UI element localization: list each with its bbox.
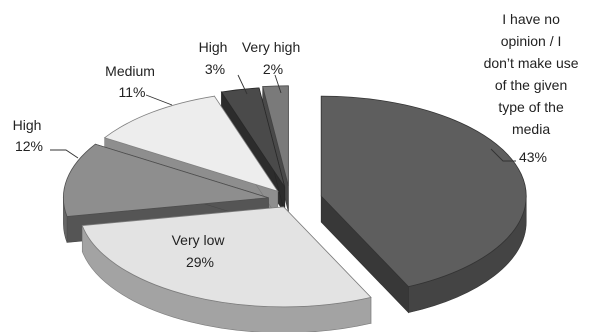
slice-top-face: [262, 85, 289, 186]
value-no-opinion: 43%: [519, 149, 547, 165]
label-no-opinion-line-3: don’t make use: [484, 55, 579, 71]
slice-top-face: [81, 206, 372, 308]
label-no-opinion-line-2: opinion / I: [501, 33, 562, 49]
slice-top-face: [103, 95, 279, 193]
leader-line-medium: [145, 94, 173, 106]
leader-line-no-opinion: [490, 148, 516, 162]
label-no-opinion-line-6: media: [512, 121, 550, 137]
slice-top-face: [63, 143, 269, 217]
slice-top-face: [320, 95, 527, 288]
leader-lines: [50, 74, 516, 162]
label-no-opinion-line-4: of the given: [495, 77, 567, 93]
value-very-high: 2%: [263, 61, 283, 77]
label-high-12: High 12%: [13, 117, 46, 154]
slice-top-face: [220, 87, 286, 188]
label-high-3: High 3%: [199, 39, 232, 77]
label-medium: Medium 11%: [105, 63, 159, 100]
label-no-opinion-line-1: I have no: [502, 11, 560, 27]
pie-slice-very-low: [81, 206, 372, 332]
label-high-3-name: High: [199, 39, 228, 55]
value-medium: 11%: [119, 84, 146, 100]
label-high-12-name: High: [13, 117, 42, 133]
value-high-3: 3%: [205, 61, 225, 77]
leader-line-high-3: [237, 74, 248, 95]
value-high-12: 12%: [15, 138, 43, 154]
value-very-low: 29%: [186, 254, 214, 270]
label-very-low-name: Very low: [172, 232, 226, 248]
leader-line-high-12: [50, 149, 79, 159]
label-no-opinion: I have no opinion / I don’t make use of …: [484, 11, 583, 165]
slice-labels: I have no opinion / I don’t make use of …: [13, 11, 583, 270]
label-medium-name: Medium: [105, 63, 155, 79]
label-very-low: Very low 29%: [172, 232, 229, 270]
pie-slice-no-opinion: [320, 95, 527, 314]
label-very-high-name: Very high: [242, 39, 300, 55]
label-very-high: Very high 2%: [242, 39, 304, 77]
leader-line-very-high: [274, 74, 282, 94]
label-no-opinion-line-5: type of the: [498, 99, 564, 115]
pie-slices: [63, 85, 527, 332]
